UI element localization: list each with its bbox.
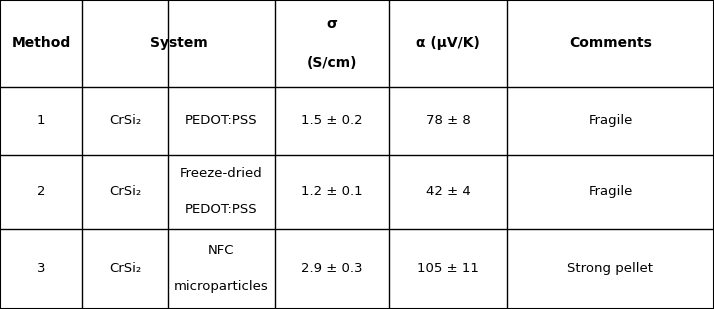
- Text: Freeze-dried

PEDOT:PSS: Freeze-dried PEDOT:PSS: [180, 167, 263, 216]
- Text: 1.2 ± 0.1: 1.2 ± 0.1: [301, 185, 363, 198]
- Text: PEDOT:PSS: PEDOT:PSS: [185, 114, 258, 127]
- Text: Strong pellet: Strong pellet: [568, 262, 653, 275]
- Text: 42 ± 4: 42 ± 4: [426, 185, 471, 198]
- Text: 1: 1: [37, 114, 45, 127]
- Text: 3: 3: [37, 262, 45, 275]
- Text: CrSi₂: CrSi₂: [109, 114, 141, 127]
- Text: 2.9 ± 0.3: 2.9 ± 0.3: [301, 262, 363, 275]
- Text: σ

(S/cm): σ (S/cm): [307, 17, 357, 70]
- Text: 78 ± 8: 78 ± 8: [426, 114, 471, 127]
- Text: Fragile: Fragile: [588, 114, 633, 127]
- Text: 1.5 ± 0.2: 1.5 ± 0.2: [301, 114, 363, 127]
- Text: NFC

microparticles: NFC microparticles: [174, 244, 268, 293]
- Text: CrSi₂: CrSi₂: [109, 262, 141, 275]
- Text: System: System: [150, 36, 207, 50]
- Text: CrSi₂: CrSi₂: [109, 185, 141, 198]
- Text: 2: 2: [37, 185, 45, 198]
- Text: Fragile: Fragile: [588, 185, 633, 198]
- Text: α (μV/K): α (μV/K): [416, 36, 480, 50]
- Text: 105 ± 11: 105 ± 11: [417, 262, 479, 275]
- Text: Method: Method: [11, 36, 71, 50]
- Text: Comments: Comments: [569, 36, 652, 50]
